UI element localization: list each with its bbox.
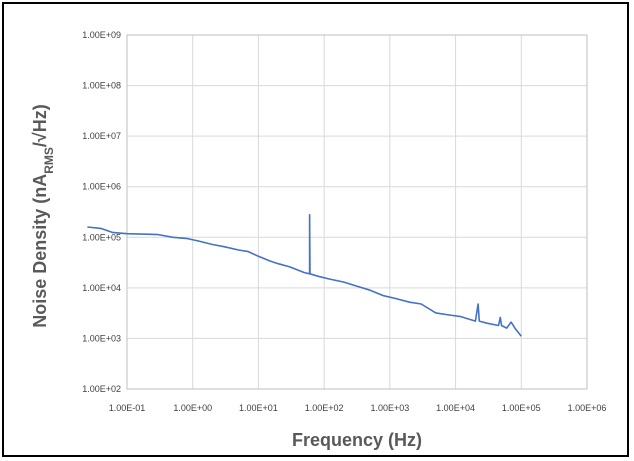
x-tick-label: 1.00E+03 bbox=[370, 403, 409, 413]
y-tick-label: 1.00E+05 bbox=[82, 232, 121, 242]
x-tick-label: 1.00E+00 bbox=[173, 403, 212, 413]
x-tick-label: 1.00E+04 bbox=[436, 403, 475, 413]
y-axis-title-subscript: RMS bbox=[42, 147, 56, 174]
y-axis-title-main: Noise Density (nA bbox=[30, 174, 50, 328]
grid-lines bbox=[126, 34, 588, 390]
x-axis-title: Frequency (Hz) bbox=[292, 430, 422, 450]
y-axis-title-suffix: /√Hz) bbox=[30, 104, 50, 147]
y-tick-label: 1.00E+09 bbox=[82, 30, 121, 40]
y-tick-label: 1.00E+07 bbox=[82, 131, 121, 141]
noise-density-chart: 1.00E-01 1.00E+00 1.00E+01 1.00E+02 1.00E+03… bbox=[30, 30, 607, 450]
x-tick-label: 1.00E+05 bbox=[502, 403, 541, 413]
y-tick-label: 1.00E+03 bbox=[82, 333, 121, 343]
y-tick-label: 1.00E+04 bbox=[82, 283, 121, 293]
chart-frame: 1.00E-01 1.00E+00 1.00E+01 1.00E+02 1.00E+03… bbox=[2, 2, 629, 457]
y-axis-title: Noise Density (nARMS/√Hz) bbox=[30, 104, 56, 328]
x-tick-label: 1.00E-01 bbox=[109, 403, 146, 413]
y-tick-labels: 1.00E+02 1.00E+03 1.00E+04 1.00E+05 1.00E+06… bbox=[82, 30, 121, 394]
x-tick-label: 1.00E+01 bbox=[239, 403, 278, 413]
series-line-0 bbox=[87, 213, 522, 337]
y-tick-label: 1.00E+06 bbox=[82, 182, 121, 192]
y-tick-label: 1.00E+08 bbox=[82, 81, 121, 91]
series-layer bbox=[87, 213, 522, 337]
y-tick-label: 1.00E+02 bbox=[82, 384, 121, 394]
x-tick-label: 1.00E+02 bbox=[305, 403, 344, 413]
x-tick-label: 1.00E+06 bbox=[568, 403, 607, 413]
x-tick-labels: 1.00E-01 1.00E+00 1.00E+01 1.00E+02 1.00E+03… bbox=[109, 403, 607, 413]
plot-area-border bbox=[126, 34, 588, 390]
